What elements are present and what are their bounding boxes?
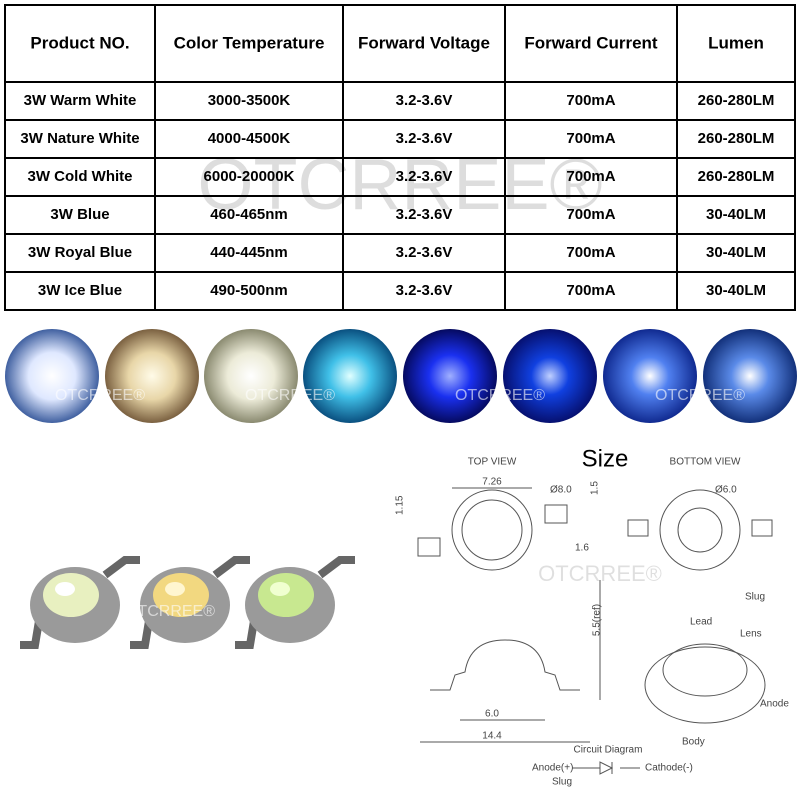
part-label: Body [682,737,705,748]
cell: 3.2-3.6V [396,92,453,109]
watermark: OTCRREE® [455,387,545,404]
cell: 3W Cold White [28,168,133,185]
cell: 3W Ice Blue [38,282,122,299]
photo [503,329,597,423]
view-label: TOP VIEW [468,457,517,468]
dimension: 1.6 [575,543,589,554]
cell: 3W Blue [50,206,109,223]
cell: 3.2-3.6V [396,206,453,223]
size-diagram: Size TOP VIEW BOTTOM VIEW 7.26 Ø8.0 1.5 … [395,445,790,787]
cell: 440-445nm [210,244,288,261]
part-label: Slug [745,592,765,603]
watermark: OTCRREE® [125,603,215,620]
dimension: Ø6.0 [715,485,737,496]
led [130,556,250,649]
photo [5,329,99,423]
photo [703,329,797,423]
diagram-title: Size [582,445,629,472]
cell: 700mA [566,130,615,147]
watermark: OTCRREE® [655,387,745,404]
part-label: Anode [760,699,789,710]
header-cell: Forward Current [524,33,658,52]
header-cell: Product NO. [30,33,129,52]
cell: 260-280LM [698,168,775,185]
part-label: Lens [740,629,762,640]
photo [603,329,697,423]
part-label: Lead [690,617,712,628]
cell: 6000-20000K [204,168,295,185]
cell: 3W Nature White [20,130,139,147]
header-cell: Lumen [708,33,764,52]
cell: 700mA [566,244,615,261]
cell: 260-280LM [698,130,775,147]
cell: 30-40LM [706,206,766,223]
circuit-label: Cathode(-) [645,763,693,774]
spec-table: Product NO. Color Temperature Forward Volt… [4,4,796,311]
led [235,556,355,649]
view-label: BOTTOM VIEW [670,457,741,468]
photo [204,329,298,423]
cell: 3W Royal Blue [28,244,132,261]
dimension: 1.15 [395,495,406,515]
cell: 700mA [566,206,615,223]
circuit-label: Slug [552,777,572,788]
cell: 700mA [566,168,615,185]
circuit-label: Anode(+) [532,763,573,774]
cell: 460-465nm [210,206,288,223]
cell: 3000-3500K [208,92,291,109]
led-photos: OTCRREE® [20,556,355,649]
header-cell: Color Temperature [174,33,325,52]
circuit-title: Circuit Diagram [574,745,643,756]
photo [303,329,397,423]
watermark: OTCRREE® [245,387,335,404]
photo [403,329,497,423]
cell: 700mA [566,92,615,109]
cell: 3W Warm White [24,92,137,109]
photo [105,329,199,423]
header-cell: Forward Voltage [358,33,490,52]
dimension: 5.5(ref) [592,604,603,636]
cell: 4000-4500K [208,130,291,147]
cell: 30-40LM [706,244,766,261]
dimension: 6.0 [485,709,499,720]
cell: 3.2-3.6V [396,168,453,185]
dimension: 7.26 [482,477,502,488]
cell: 3.2-3.6V [396,282,453,299]
dimension: 14.4 [482,731,502,742]
cell: 700mA [566,282,615,299]
cell: 3.2-3.6V [396,244,453,261]
watermark: OTCRREE® [55,387,145,404]
led [20,556,140,649]
cell: 490-500nm [210,282,288,299]
cell: 3.2-3.6V [396,130,453,147]
watermark: OTCRREE® [197,145,602,225]
dimension: Ø8.0 [550,485,572,496]
cell: 260-280LM [698,92,775,109]
cell: 30-40LM [706,282,766,299]
color-photos: OTCRREE® OTCRREE® OTCRREE® OTCRREE® [5,329,797,423]
dimension: 1.5 [590,481,601,495]
